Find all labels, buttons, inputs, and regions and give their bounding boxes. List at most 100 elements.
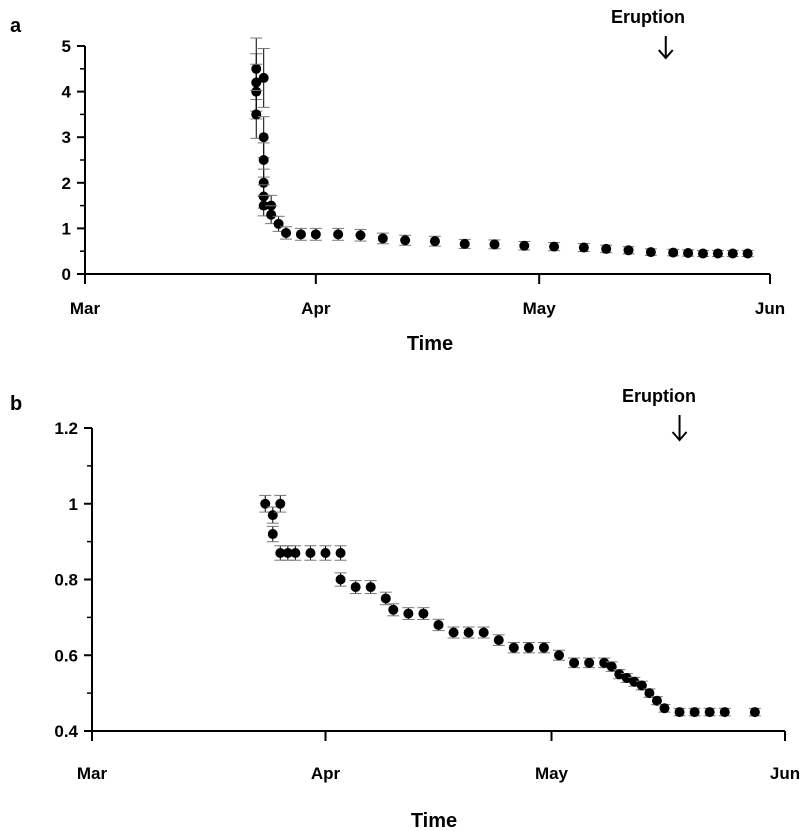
data-point [674,707,685,718]
x-tick-label: May [535,764,569,783]
data-point [623,245,634,256]
data-point [335,547,346,558]
data-point [463,627,474,638]
data-point [267,529,278,540]
data-point [305,547,316,558]
data-point [333,229,344,240]
y-tick-label: 3 [62,128,71,147]
data-point [258,132,269,143]
y-tick-label: 1 [62,219,71,238]
data-point [350,582,361,593]
data-point [388,604,399,615]
data-point [429,236,440,247]
x-tick-label: May [523,299,557,318]
panel-letter-a: a [10,15,22,37]
y-tick-label: 1.2 [54,419,78,438]
data-point [365,582,376,593]
data-point [636,680,647,691]
x-tick-label: Jun [755,299,785,318]
data-point [459,238,470,249]
data-point [320,547,331,558]
data-point [266,209,277,220]
data-point [519,240,530,251]
data-point [508,642,519,653]
data-point [554,650,565,661]
data-point [260,498,271,509]
panel-b: b 0.4 0.6 0.8 1 1.2 Mar Apr May Jun Time Eruptio… [10,386,800,831]
panel-a: a 0 1 2 3 4 5 Mar Apr May Jun Time Eruption [10,7,785,355]
data-point [659,703,670,714]
eruption-label: Eruption [611,7,685,27]
x-axis-title: Time [407,333,453,355]
data-point [281,227,292,238]
data-point [355,230,366,241]
data-point [380,593,391,604]
data-point [712,248,723,259]
data-point [749,707,760,718]
x-tick-label: Mar [70,299,101,318]
data-point [493,635,504,646]
data-point [614,669,625,680]
eruption-arrow-icon [658,36,674,60]
data-point [267,510,278,521]
data-point [310,229,321,240]
data-point [418,608,429,619]
data-point [689,707,700,718]
data-point [377,233,388,244]
data-point [523,642,534,653]
data-point [448,627,459,638]
data-point [258,72,269,83]
data-point [645,247,656,258]
data-point [273,218,284,229]
x-axis-title: Time [411,810,457,831]
data-point [704,707,715,718]
data-point [683,248,694,259]
y-tick-label: 0.6 [54,646,78,665]
data-point [599,657,610,668]
y-tick-label: 0 [62,265,71,284]
data-point [282,547,293,558]
x-tick-label: Apr [311,764,341,783]
data-point [538,642,549,653]
data-point [569,657,580,668]
data-point [258,155,269,165]
x-tick-label: Mar [77,764,108,783]
x-tick-label: Apr [301,299,331,318]
data-point [251,109,262,120]
data-point [275,547,286,558]
data-point [584,657,595,668]
eruption-label: Eruption [622,386,696,406]
data-point [742,248,753,259]
y-tick-label: 4 [62,83,72,102]
data-point [335,574,346,585]
data-point [400,235,411,246]
y-tick-label: 2 [62,174,71,193]
panel-letter-b: b [10,393,22,415]
data-point [719,707,730,718]
y-tick-label: 1 [69,495,78,514]
data-point [727,248,738,259]
data-point [295,229,306,240]
data-point [403,608,414,619]
eruption-arrow-icon [671,415,688,442]
x-tick-label: Jun [770,764,800,783]
data-point [697,248,708,259]
data-point [606,661,617,672]
data-point [258,200,269,211]
data-point [644,688,655,699]
data-point [651,695,662,706]
data-point [478,627,489,638]
y-tick-label: 5 [62,37,71,56]
data-point [629,676,640,687]
data-point [549,241,560,252]
data-point [601,243,612,254]
y-tick-label: 0.8 [54,571,78,590]
y-tick-label: 0.4 [54,722,78,741]
data-point [578,242,589,253]
data-point [621,672,632,683]
data-point [290,547,301,558]
data-point [489,239,500,250]
data-point [668,247,679,258]
data-point [275,498,286,509]
